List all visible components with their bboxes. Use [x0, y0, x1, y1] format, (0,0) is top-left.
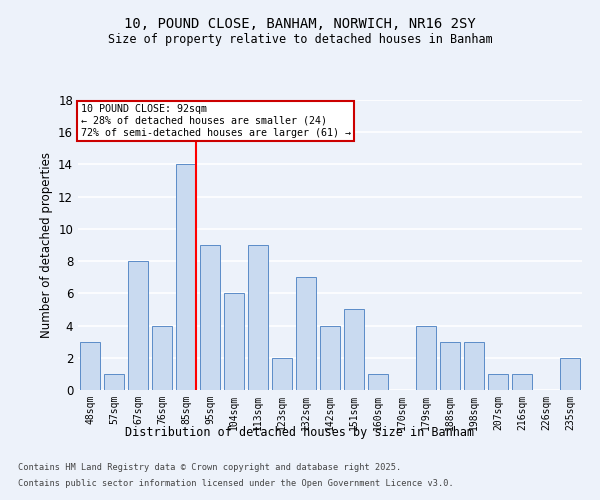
Text: Contains public sector information licensed under the Open Government Licence v3: Contains public sector information licen… — [18, 478, 454, 488]
Bar — [344, 310, 364, 390]
Bar — [512, 374, 532, 390]
Text: Size of property relative to detached houses in Banham: Size of property relative to detached ho… — [107, 32, 493, 46]
Bar — [200, 245, 220, 390]
Bar — [320, 326, 340, 390]
Bar — [224, 294, 244, 390]
Bar — [176, 164, 196, 390]
Bar — [128, 261, 148, 390]
Bar — [152, 326, 172, 390]
Bar — [296, 277, 316, 390]
Bar — [488, 374, 508, 390]
Bar — [104, 374, 124, 390]
Bar — [248, 245, 268, 390]
Bar — [464, 342, 484, 390]
Text: Distribution of detached houses by size in Banham: Distribution of detached houses by size … — [125, 426, 475, 439]
Y-axis label: Number of detached properties: Number of detached properties — [40, 152, 53, 338]
Bar — [368, 374, 388, 390]
Bar — [560, 358, 580, 390]
Bar — [272, 358, 292, 390]
Bar — [416, 326, 436, 390]
Bar — [80, 342, 100, 390]
Text: 10, POUND CLOSE, BANHAM, NORWICH, NR16 2SY: 10, POUND CLOSE, BANHAM, NORWICH, NR16 2… — [124, 18, 476, 32]
Text: 10 POUND CLOSE: 92sqm
← 28% of detached houses are smaller (24)
72% of semi-deta: 10 POUND CLOSE: 92sqm ← 28% of detached … — [80, 104, 350, 138]
Text: Contains HM Land Registry data © Crown copyright and database right 2025.: Contains HM Land Registry data © Crown c… — [18, 464, 401, 472]
Bar — [440, 342, 460, 390]
